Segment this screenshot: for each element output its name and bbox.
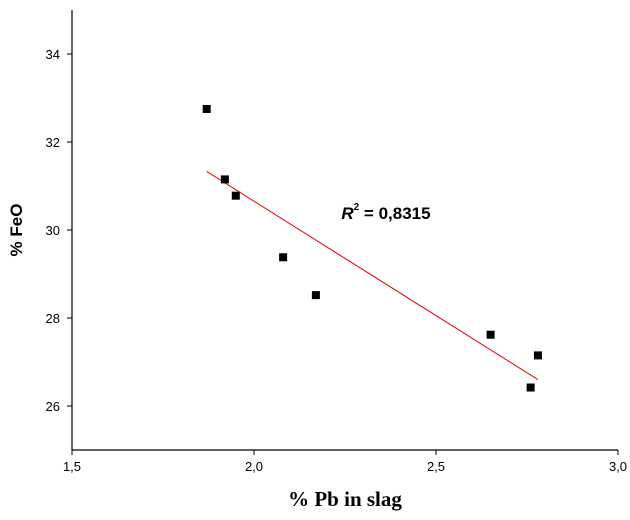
y-tick-label: 34 xyxy=(46,47,60,62)
y-tick-label: 28 xyxy=(46,311,60,326)
r-superscript: 2 xyxy=(354,202,360,213)
y-axis-title: % FeO xyxy=(7,204,26,257)
x-tick-label: 2,5 xyxy=(427,459,445,474)
axes xyxy=(71,10,618,451)
data-point xyxy=(526,383,535,392)
data-point xyxy=(311,291,320,300)
y-tick-label: 30 xyxy=(46,223,60,238)
data-point xyxy=(486,330,495,339)
r-squared-annotation: R2 = 0,8315 xyxy=(341,202,430,223)
trendline xyxy=(206,171,539,381)
data-point xyxy=(533,351,542,360)
r-value: = 0,8315 xyxy=(359,204,430,223)
data-point xyxy=(279,253,288,262)
data-point xyxy=(220,175,229,184)
x-tick-label: 1,5 xyxy=(63,459,81,474)
trendline-group xyxy=(206,171,539,381)
x-tick-label: 2,0 xyxy=(245,459,263,474)
data-point xyxy=(202,105,211,113)
y-tick-label: 26 xyxy=(46,399,60,414)
y-tick-label: 32 xyxy=(46,135,60,150)
data-point xyxy=(231,191,240,200)
x-tick-label: 3,0 xyxy=(609,459,627,474)
data-points xyxy=(202,105,542,392)
axis-ticks: 1,5 2,0 2,5 3,0 26 28 30 32 34 xyxy=(46,47,628,474)
r-letter: R xyxy=(341,204,354,223)
x-axis-title: % Pb in slag xyxy=(288,487,402,511)
